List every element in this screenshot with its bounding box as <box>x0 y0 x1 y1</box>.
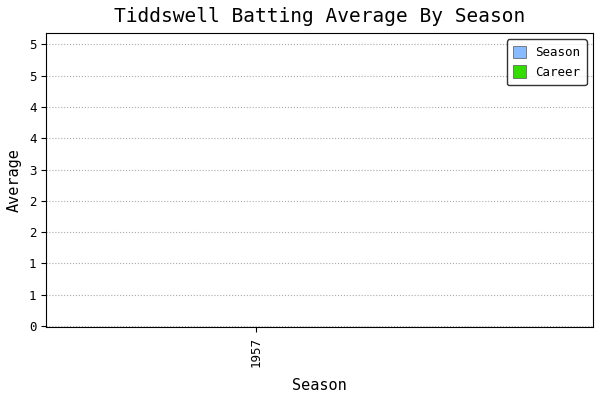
Title: Tiddswell Batting Average By Season: Tiddswell Batting Average By Season <box>114 7 525 26</box>
Legend: Season, Career: Season, Career <box>507 39 587 85</box>
X-axis label: Season: Season <box>292 378 347 393</box>
Y-axis label: Average: Average <box>7 148 22 212</box>
